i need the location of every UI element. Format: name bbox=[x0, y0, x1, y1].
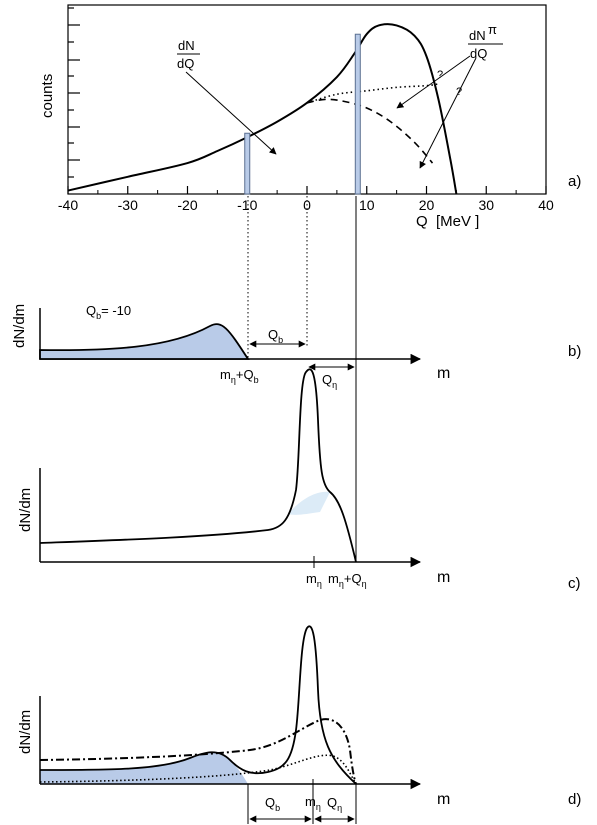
pion-dashed-curve bbox=[306, 98, 434, 164]
x-tick-label: -10 bbox=[237, 197, 257, 213]
panel-a-curves bbox=[67, 23, 458, 195]
panel-a-tag: a) bbox=[568, 173, 581, 190]
panel-c-m-eta-q-label: mη+Qη bbox=[328, 571, 367, 589]
q-bin bbox=[244, 132, 251, 195]
total-label-num: dN bbox=[178, 38, 195, 53]
panel-a-xlabel: Q [MeV ] bbox=[416, 213, 479, 230]
panel-d-xlabel: m bbox=[437, 791, 450, 808]
panel-d-qeta-label: Qη bbox=[327, 795, 342, 813]
panel-b: dN/dm m b) Qb= -10 Qb mη+Qb Qη bbox=[11, 303, 581, 390]
pion-label: dN π dQ ? ? bbox=[396, 22, 503, 169]
panel-c-light-region bbox=[288, 491, 330, 515]
panel-d-dashdot-curve bbox=[39, 718, 357, 785]
panel-d-qb-label: Qb bbox=[265, 795, 280, 813]
guide-lines bbox=[247, 196, 357, 562]
x-tick-label: 30 bbox=[478, 197, 494, 213]
pion-label-sup: π bbox=[488, 22, 497, 37]
panel-d-solid-curve bbox=[39, 625, 357, 785]
panel-c: dN/dm m c) mη mη+Qη bbox=[17, 368, 581, 592]
x-tick-label: 40 bbox=[538, 197, 554, 213]
pion-pointer-dashed bbox=[419, 57, 477, 169]
total-label-den: dQ bbox=[177, 56, 194, 71]
panel-d-tag: d) bbox=[568, 791, 581, 808]
panel-b-peak-area bbox=[39, 323, 250, 360]
panel-d: dN/dm m d) Qb mη Qη bbox=[17, 625, 581, 824]
pion-label-num: dN bbox=[469, 28, 486, 43]
panel-b-qb-value: Qb= -10 bbox=[86, 303, 131, 321]
panel-a-y-ticks bbox=[68, 7, 80, 178]
panel-a-x-ticks: -40-30-20-10010203040 bbox=[58, 186, 554, 213]
q-bin bbox=[354, 33, 361, 195]
panel-c-m-eta-label: mη bbox=[306, 571, 322, 589]
x-tick-label: -20 bbox=[177, 197, 197, 213]
x-tick-label: 10 bbox=[359, 197, 375, 213]
pion-label-den: dQ bbox=[470, 46, 487, 61]
question-mark-1: ? bbox=[437, 69, 443, 81]
panel-b-tag: b) bbox=[568, 343, 581, 360]
panel-c-tag: c) bbox=[568, 575, 581, 592]
panel-b-qb-span-label: Qb bbox=[268, 327, 283, 345]
total-curve bbox=[67, 23, 458, 195]
panel-b-qeta-span-label: Qη bbox=[322, 372, 337, 390]
question-mark-2: ? bbox=[456, 86, 462, 98]
total-label-pointer bbox=[185, 71, 277, 155]
panel-d-m-eta-label: mη bbox=[305, 794, 321, 812]
x-tick-label: -40 bbox=[58, 197, 78, 213]
panel-d-ylabel: dN/dm bbox=[17, 710, 34, 754]
panel-a-ylabel: counts bbox=[39, 74, 56, 118]
panel-c-curve bbox=[39, 368, 357, 563]
total-label: dN dQ bbox=[177, 38, 277, 155]
x-tick-label: -30 bbox=[118, 197, 138, 213]
panel-a: -40-30-20-10010203040 counts Q [MeV ] a)… bbox=[39, 4, 581, 230]
x-tick-label: 20 bbox=[419, 197, 435, 213]
panel-c-ylabel: dN/dm bbox=[17, 488, 34, 532]
pion-pointer-dotted bbox=[396, 55, 471, 109]
panel-b-ylabel: dN/dm bbox=[11, 304, 28, 348]
panel-a-bins bbox=[244, 33, 361, 195]
panel-b-mark-label: mη+Qb bbox=[220, 367, 259, 385]
panel-b-xlabel: m bbox=[437, 365, 450, 382]
panel-c-xlabel: m bbox=[437, 569, 450, 586]
